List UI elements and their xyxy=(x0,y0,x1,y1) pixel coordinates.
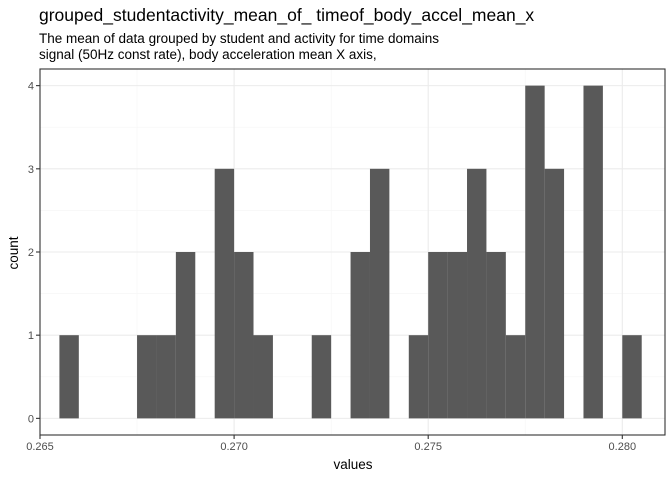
y-tick-label: 2 xyxy=(28,247,34,259)
histogram-bar xyxy=(525,85,545,419)
chart-subtitle-line-2: signal (50Hz const rate), body accelerat… xyxy=(39,47,377,62)
x-tick-label: 0.275 xyxy=(414,441,442,453)
histogram-bar xyxy=(156,335,176,419)
chart-subtitle-line-1: The mean of data grouped by student and … xyxy=(39,31,439,46)
y-tick-label: 3 xyxy=(28,164,34,176)
histogram-bar xyxy=(234,252,254,419)
y-tick-label: 1 xyxy=(28,330,34,342)
histogram-bar xyxy=(544,168,565,419)
histogram-bar xyxy=(505,335,526,419)
histogram-bar xyxy=(467,168,487,419)
histogram-bar xyxy=(408,335,429,419)
chart-title: grouped_studentactivity_mean_of_ timeof_… xyxy=(39,5,534,26)
y-axis-label: count xyxy=(6,236,21,269)
x-tick-label: 0.270 xyxy=(220,441,248,453)
x-axis-label: values xyxy=(333,457,372,472)
histogram-bar xyxy=(447,252,468,419)
histogram-bar xyxy=(214,168,235,419)
histogram-bar xyxy=(175,252,196,419)
x-tick-label: 0.280 xyxy=(609,441,637,453)
histogram-bar xyxy=(486,252,506,419)
histogram-bar xyxy=(583,85,603,419)
histogram-bar xyxy=(369,168,390,419)
histogram-bar xyxy=(137,335,157,419)
x-tick-label: 0.265 xyxy=(26,441,54,453)
histogram-bar xyxy=(253,335,273,419)
histogram-bar xyxy=(428,252,448,419)
plot-panel: 0.265 0.270 0.275 0.280 0 1 2 3 4 xyxy=(26,68,666,453)
y-tick-label: 4 xyxy=(28,81,34,93)
histogram-bar xyxy=(311,335,332,419)
histogram-bar xyxy=(59,335,79,419)
histogram-bar xyxy=(350,252,370,419)
histogram-bar xyxy=(622,335,642,419)
y-tick-label: 0 xyxy=(28,413,34,425)
